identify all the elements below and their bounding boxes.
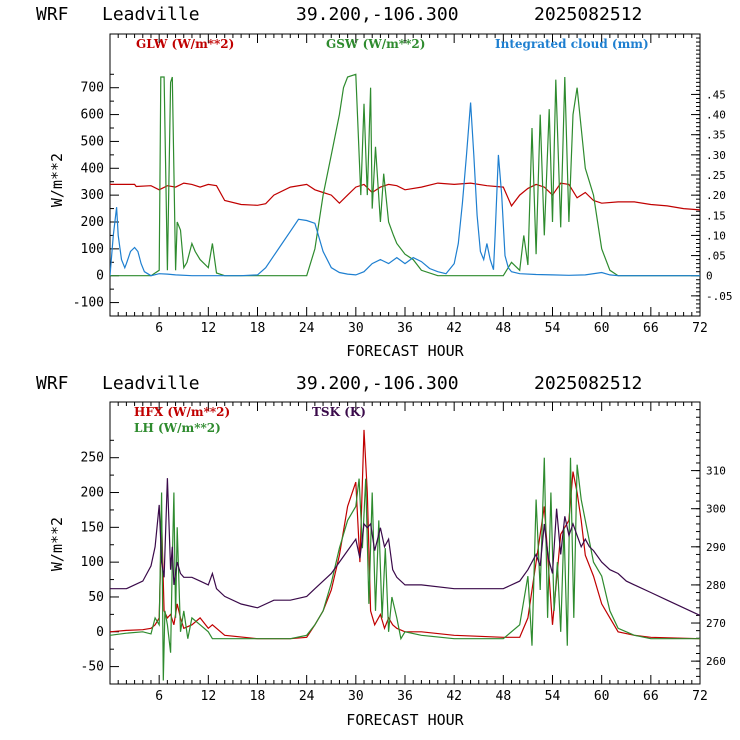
x-tick-label: 66 xyxy=(643,321,659,336)
x-tick-label: 24 xyxy=(299,689,315,704)
y-tick-label: 600 xyxy=(81,108,104,123)
y-tick-label: 700 xyxy=(81,81,104,96)
x-tick-label: 36 xyxy=(397,689,413,704)
title-coords-2: 39.200,-106.300 xyxy=(296,373,459,394)
y-tick-label: 100 xyxy=(81,555,104,570)
title-run-2: 2025082512 xyxy=(534,373,642,394)
y2-tick-label: 310 xyxy=(706,465,726,478)
x-tick-label: 6 xyxy=(155,689,163,704)
title-run: 2025082512 xyxy=(534,4,642,25)
y2-tick-label: 0 xyxy=(706,270,713,283)
y-tick-label: 200 xyxy=(81,486,104,501)
y-tick-label: 150 xyxy=(81,520,104,535)
top-panel-title: WRF Leadville 39.200,-106.300 2025082512 xyxy=(36,4,642,25)
x-tick-label: 30 xyxy=(348,689,364,704)
x-tick-label: 6 xyxy=(155,321,163,336)
x-tick-label: 18 xyxy=(250,321,266,336)
x-tick-label: 60 xyxy=(594,689,610,704)
y-tick-label: 250 xyxy=(81,451,104,466)
top-y-axis-label: W/m**2 xyxy=(48,153,66,207)
bottom-y-axis-label: W/m**2 xyxy=(48,517,66,571)
x-tick-label: 24 xyxy=(299,321,315,336)
y-tick-label: 500 xyxy=(81,134,104,149)
series-line-glw xyxy=(110,182,700,211)
legend-entry: GSW (W/m**2) xyxy=(326,37,425,51)
y2-tick-label: .15 xyxy=(706,209,726,222)
series-line-gsw xyxy=(110,73,700,277)
x-tick-label: 48 xyxy=(496,689,512,704)
series-line-hfx xyxy=(110,429,700,640)
y-tick-label: 300 xyxy=(81,188,104,203)
y-tick-label: -100 xyxy=(73,296,104,311)
legend-entry: Integrated cloud (mm) xyxy=(495,37,649,51)
title-location-2: Leadville xyxy=(102,373,200,394)
x-tick-label: 48 xyxy=(496,321,512,336)
title-coords: 39.200,-106.300 xyxy=(296,4,459,25)
y2-tick-label: 280 xyxy=(706,579,726,592)
y-tick-label: -50 xyxy=(81,660,104,675)
legend-entry: GLW (W/m**2) xyxy=(136,37,234,51)
x-tick-label: 72 xyxy=(692,321,708,336)
y2-tick-label: 290 xyxy=(706,541,726,554)
series-line-tsk xyxy=(110,478,700,616)
x-tick-label: 12 xyxy=(201,321,217,336)
x-tick-label: 18 xyxy=(250,689,266,704)
legend-entry: TSK (K) xyxy=(312,405,366,419)
title-model: WRF xyxy=(36,4,69,25)
x-tick-label: 54 xyxy=(545,321,561,336)
x-tick-label: 54 xyxy=(545,689,561,704)
y-tick-label: 0 xyxy=(96,625,104,640)
plot-frame xyxy=(109,401,701,685)
legend-entry: LH (W/m**2) xyxy=(134,421,221,435)
y2-tick-label: .10 xyxy=(706,229,726,242)
y2-tick-label: .05 xyxy=(706,250,726,263)
y2-tick-label: -.05 xyxy=(706,290,733,303)
x-tick-label: 36 xyxy=(397,321,413,336)
y2-tick-label: .40 xyxy=(706,109,726,122)
x-tick-label: 42 xyxy=(446,321,462,336)
x-tick-label: 72 xyxy=(692,689,708,704)
bottom-panel-plot: 6 12 18 24 30 36 42 48 54 60 66 72 -50 0 50 100 150 200 25… xyxy=(81,401,726,704)
bottom-x-axis-label: FORECAST HOUR xyxy=(346,711,464,729)
x-tick-label: 42 xyxy=(446,689,462,704)
top-panel-plot: 6 12 18 24 30 36 42 48 54 60 66 72 -100 0 100 200 300 400… xyxy=(73,33,733,336)
y-tick-label: 50 xyxy=(88,590,104,605)
y-tick-label: 0 xyxy=(96,269,104,284)
y2-tick-label: 300 xyxy=(706,503,726,516)
title-model-2: WRF xyxy=(36,373,69,394)
y2-tick-label: .35 xyxy=(706,129,726,142)
bottom-panel-title: WRF Leadville 39.200,-106.300 2025082512 xyxy=(36,373,642,394)
title-location: Leadville xyxy=(102,4,200,25)
y2-tick-label: .20 xyxy=(706,189,726,202)
y-tick-label: 400 xyxy=(81,161,104,176)
y2-tick-label: 260 xyxy=(706,655,726,668)
y-tick-label: 100 xyxy=(81,242,104,257)
legend-entry: HFX (W/m**2) xyxy=(134,405,230,419)
top-x-axis-label: FORECAST HOUR xyxy=(346,342,464,360)
series-line-integrated xyxy=(110,102,700,277)
series-line-lh xyxy=(110,457,700,681)
x-tick-label: 66 xyxy=(643,689,659,704)
x-tick-label: 30 xyxy=(348,321,364,336)
y2-tick-label: .25 xyxy=(706,169,726,182)
y2-tick-label: 270 xyxy=(706,617,726,630)
y-tick-label: 200 xyxy=(81,215,104,230)
y2-tick-label: .30 xyxy=(706,149,726,162)
x-tick-label: 60 xyxy=(594,321,610,336)
plot-frame xyxy=(109,33,701,317)
y2-tick-label: .45 xyxy=(706,88,726,101)
x-tick-label: 12 xyxy=(201,689,217,704)
